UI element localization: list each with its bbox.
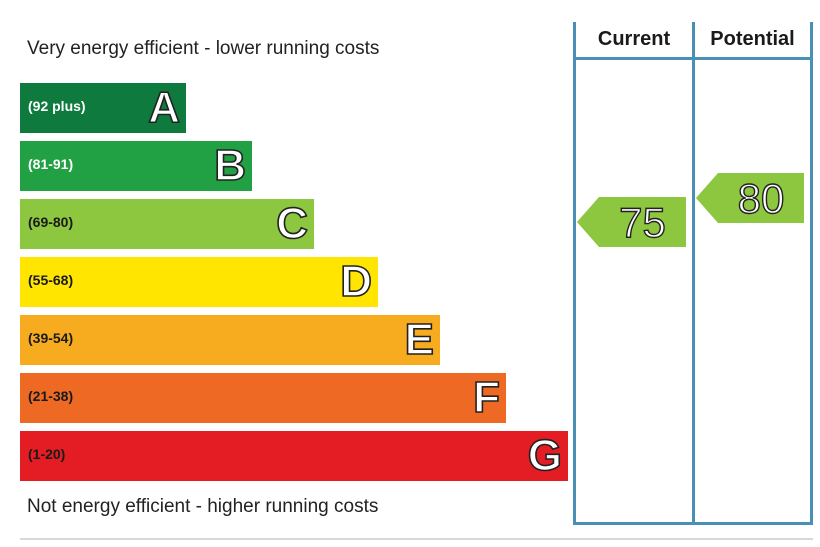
band-range-label: (21-38)	[28, 388, 74, 404]
band-range-label: (69-80)	[28, 214, 74, 230]
top-caption: Very energy efficient - lower running co…	[27, 38, 380, 59]
column-divider-left	[573, 22, 576, 524]
column-header-current: Current	[597, 28, 671, 50]
band-e: (39-54) E	[20, 315, 440, 365]
band-letter: E	[404, 315, 435, 365]
rating-value: 75	[619, 199, 666, 246]
band-g: (1-20) G	[20, 431, 568, 481]
band-d: (55-68) D	[20, 257, 378, 307]
band-range-label: (81-91)	[28, 156, 74, 172]
band-letter: G	[527, 431, 563, 481]
band-range-label: (92 plus)	[28, 98, 86, 114]
table-bottom-border	[573, 522, 813, 525]
band-letter: C	[275, 199, 308, 249]
rating-arrow-shape	[696, 173, 804, 223]
rating-arrow-potential: 80	[696, 173, 804, 223]
band-f: (21-38) F	[20, 373, 506, 423]
bottom-rule	[20, 538, 813, 540]
band-letter: D	[339, 257, 372, 307]
column-divider-middle	[692, 22, 695, 524]
rating-arrow-current: 75	[577, 196, 686, 247]
band-letter: A	[147, 83, 180, 133]
band-range-label: (39-54)	[28, 330, 74, 346]
bottom-caption: Not energy efficient - higher running co…	[27, 496, 379, 517]
band-a: (92 plus) A	[20, 83, 186, 133]
band-letter: B	[213, 141, 246, 191]
band-letter: F	[472, 373, 500, 423]
header-separator	[573, 57, 813, 60]
band-range-label: (55-68)	[28, 272, 74, 288]
band-b: (81-91) B	[20, 141, 252, 191]
rating-value: 80	[738, 175, 785, 222]
column-header-potential: Potential	[710, 28, 795, 50]
band-range-label: (1-20)	[28, 446, 66, 462]
band-c: (69-80) C	[20, 199, 314, 249]
rating-arrow-shape	[577, 196, 686, 247]
column-divider-right	[810, 22, 813, 524]
